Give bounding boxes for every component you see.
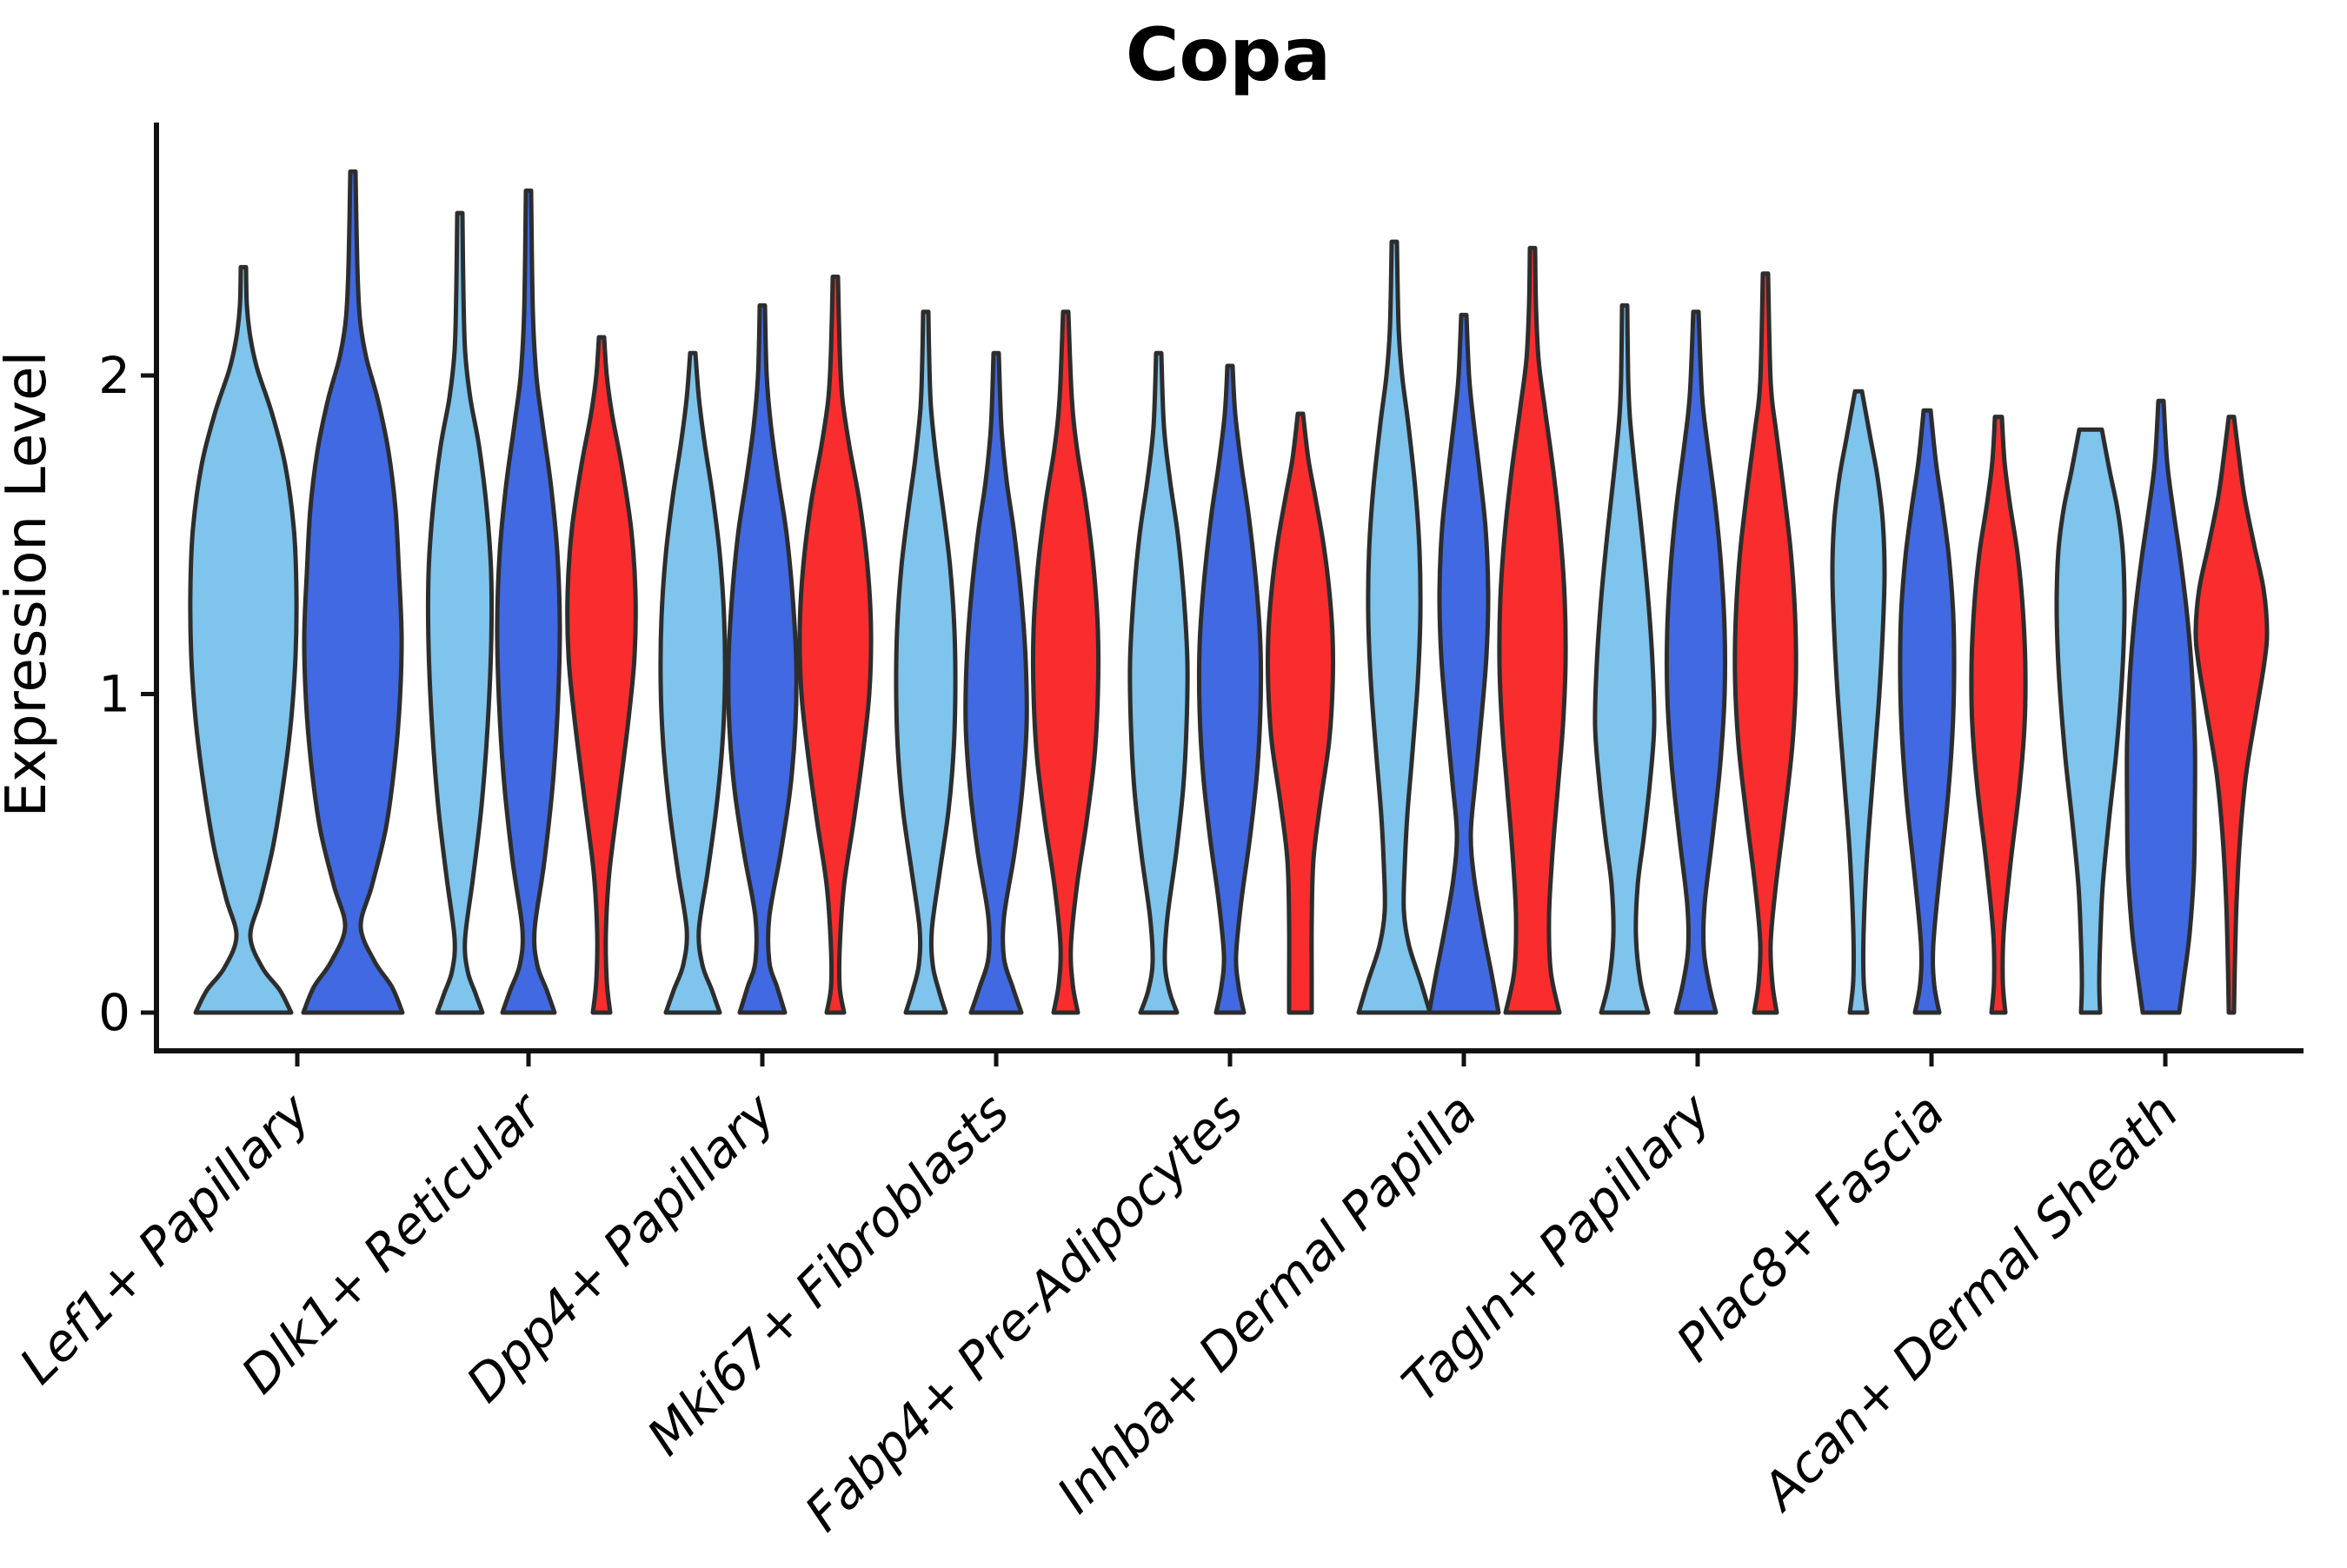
- x-tick-label: Fabp4+ Pre-Adipocytes: [794, 1082, 1254, 1543]
- violin-inhba-series3: [1497, 245, 1568, 1015]
- violin-dpp4-series1: [658, 350, 728, 1015]
- violin-plac8-series3: [1969, 415, 2028, 1015]
- violin-fabp4-series3: [1265, 411, 1336, 1015]
- chart-title: Copa: [1126, 12, 1331, 97]
- y-tick-label: 2: [98, 346, 130, 405]
- x-tick-label: Acan+ Dermal Sheath: [1748, 1082, 2190, 1524]
- violin-acan-series2: [2124, 398, 2197, 1015]
- y-tick-label: 1: [98, 665, 130, 724]
- x-tick-label: Inhba+ Dermal Papilla: [1046, 1082, 1488, 1525]
- y-axis-label: Expression Level: [0, 351, 59, 818]
- violin-mki67-series3: [1030, 309, 1101, 1015]
- y-tick-label: 0: [98, 983, 130, 1042]
- violin-lef1-series1: [188, 264, 299, 1015]
- violin-layer: [188, 169, 2270, 1015]
- violin-tagln-series2: [1664, 309, 1728, 1015]
- violin-acan-series3: [2193, 415, 2270, 1015]
- violin-tagln-series1: [1592, 302, 1657, 1015]
- violin-dlk1-series1: [425, 210, 495, 1015]
- violin-dlk1-series2: [495, 188, 562, 1015]
- violin-tagln-series3: [1732, 271, 1798, 1015]
- violin-dlk1-series3: [565, 335, 638, 1015]
- violin-fabp4-series2: [1196, 363, 1264, 1015]
- violin-inhba-series2: [1426, 312, 1501, 1015]
- violin-plac8-series1: [1830, 389, 1887, 1015]
- violin-dpp4-series3: [797, 274, 874, 1015]
- violin-mki67-series1: [894, 309, 958, 1015]
- violin-inhba-series1: [1356, 239, 1433, 1015]
- violin-fabp4-series1: [1127, 350, 1190, 1015]
- violin-dpp4-series2: [726, 302, 799, 1015]
- violin-plac8-series2: [1898, 408, 1957, 1015]
- violin-mki67-series2: [963, 350, 1029, 1015]
- violin-lef1-series2: [301, 169, 405, 1015]
- violin-acan-series1: [2054, 427, 2127, 1015]
